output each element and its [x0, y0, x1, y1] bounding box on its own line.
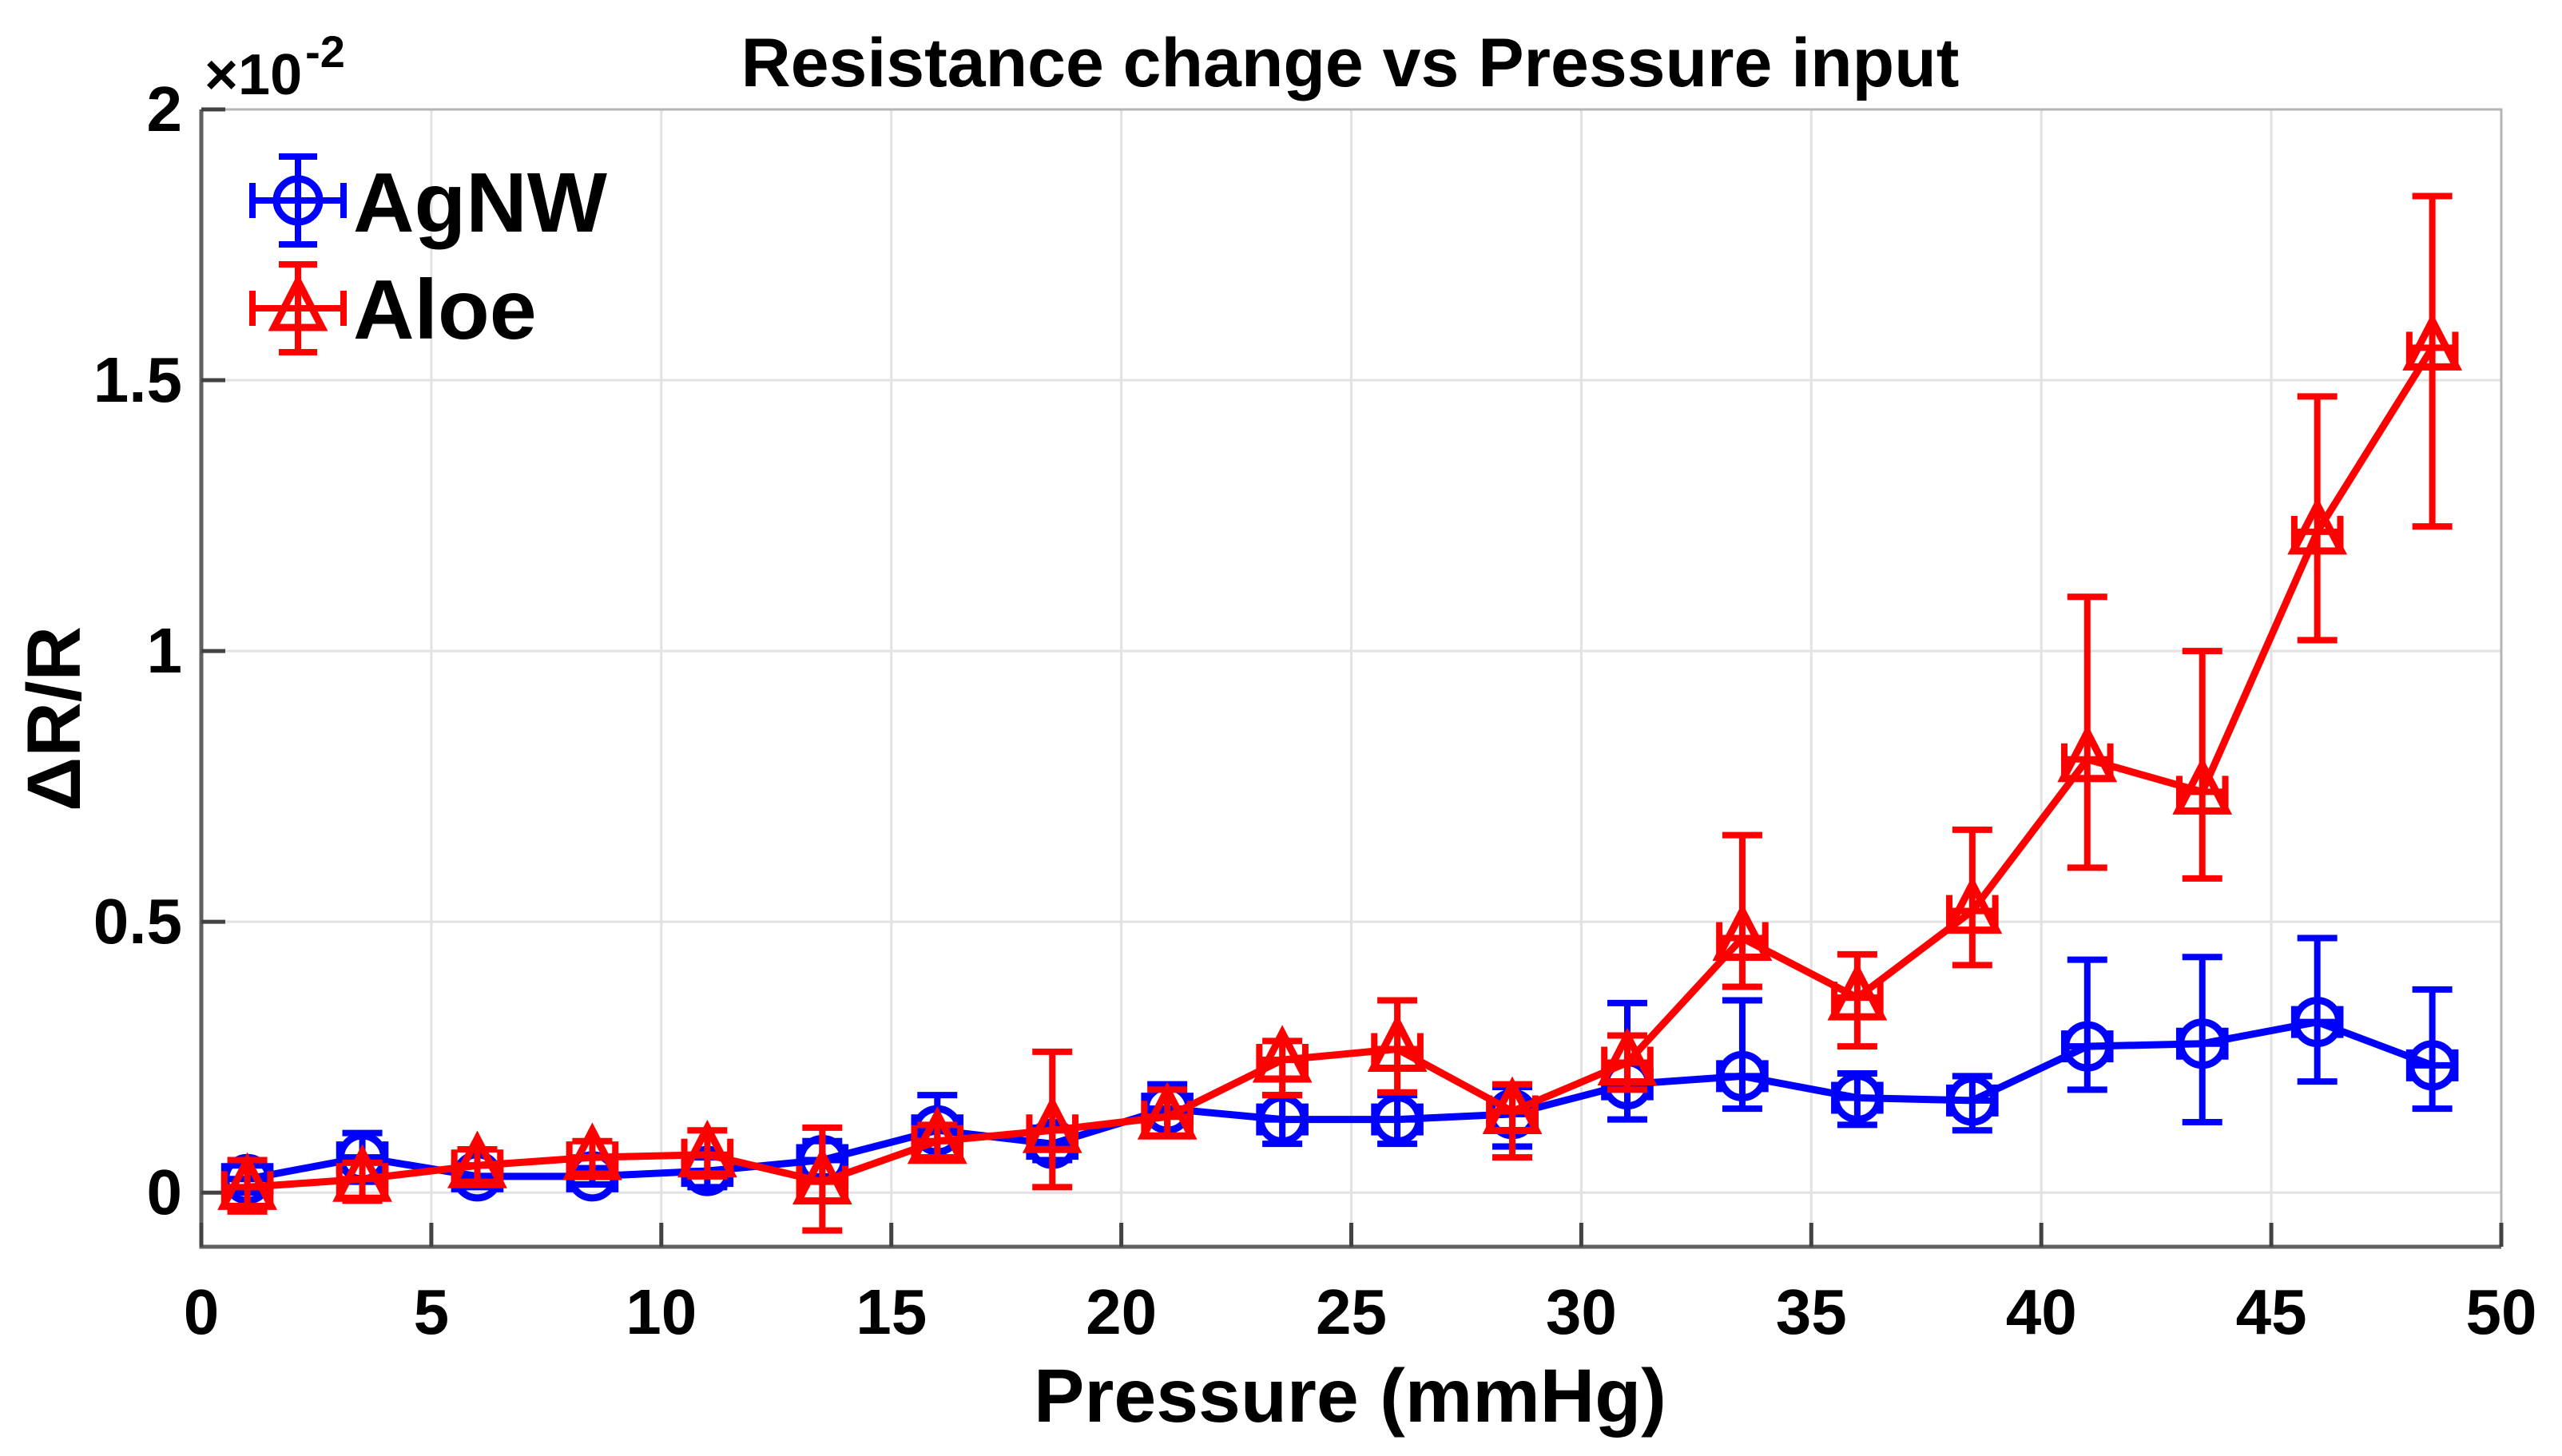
y-tick-label: 0: [147, 1156, 183, 1228]
x-tick-label: 20: [1086, 1276, 1157, 1347]
y-axis-label: ΔR/R: [12, 626, 97, 811]
exponent-superscript: -2: [305, 26, 345, 77]
aloe-marker: [1367, 1014, 1428, 1072]
aloe-marker: [2057, 724, 2118, 783]
agnw-marker: [2177, 1018, 2228, 1069]
y-tick-label: 1.5: [93, 344, 182, 415]
aloe-marker: [1022, 1095, 1082, 1153]
circle-marker-icon: [272, 175, 324, 226]
chart-title: Resistance change vs Pressure input: [741, 25, 1960, 101]
aloe-marker: [1942, 875, 2003, 934]
agnw-marker: [1717, 1050, 1768, 1101]
aloe-line: [247, 345, 2436, 1191]
legend-label-aloe: Aloe: [353, 263, 537, 357]
legend: AgNW Aloe: [249, 153, 607, 357]
legend-item-aloe: Aloe: [249, 261, 537, 357]
legend-label-agnw: AgNW: [353, 156, 607, 250]
x-tick-label: 0: [184, 1276, 220, 1347]
agnw-marker: [2292, 997, 2343, 1048]
plot-area: 0 5 10 15 20 25 30 35 40 45 50 0 0.5 1 1.5 2: [93, 73, 2537, 1347]
aloe-error-bars: [220, 192, 2459, 1234]
exponent-base: ×10: [205, 43, 302, 107]
errorbar-glyph-icon: [249, 261, 347, 355]
x-tick-label: 50: [2466, 1276, 2537, 1347]
y-tick-label: 0.5: [93, 886, 182, 957]
x-axis-label: Pressure (mmHg): [1034, 1354, 1666, 1438]
errorbar-glyph-icon: [249, 153, 347, 248]
agnw-marker: [2407, 1040, 2458, 1091]
aloe-marker: [1827, 962, 1888, 1021]
aloe-marker: [677, 1119, 737, 1178]
x-tick-label: 45: [2236, 1276, 2307, 1347]
aloe-marker: [1482, 1076, 1543, 1134]
aloe-marker: [1137, 1081, 1198, 1140]
aloe-marker: [1712, 903, 1773, 961]
y-tick-label: 2: [147, 73, 183, 145]
aloe-marker: [2402, 312, 2463, 371]
aloe-marker: [332, 1144, 392, 1202]
plot-box: [201, 108, 2503, 1247]
aloe-marker: [792, 1146, 852, 1205]
aloe-marker: [447, 1130, 507, 1188]
triangle-marker-icon: [268, 273, 328, 331]
x-tick-label: 10: [626, 1276, 697, 1347]
x-tick-label: 5: [414, 1276, 450, 1347]
x-tick-label: 35: [1776, 1276, 1847, 1347]
aloe-marker: [1252, 1025, 1313, 1083]
y-tick-label: 1: [147, 615, 183, 686]
x-tick-label: 25: [1316, 1276, 1387, 1347]
x-tick-label: 40: [2006, 1276, 2077, 1347]
agnw-marker: [1372, 1094, 1423, 1145]
aloe-marker: [2287, 497, 2348, 555]
aloe-marker: [217, 1152, 277, 1210]
aloe-marker: [907, 1105, 967, 1164]
x-tick-label: 30: [1546, 1276, 1617, 1347]
legend-item-agnw: AgNW: [249, 153, 607, 250]
aloe-marker: [1597, 1027, 1658, 1085]
agnw-marker: [1832, 1073, 1883, 1124]
aloe-marker: [2172, 756, 2233, 815]
x-tick-label: 15: [856, 1276, 927, 1347]
aloe-marker: [562, 1122, 622, 1180]
grid-lines: [200, 108, 2503, 1247]
agnw-marker: [2062, 1021, 2113, 1072]
tick-marks: [199, 107, 2504, 1247]
y-axis-exponent: ×10-2: [205, 26, 345, 107]
agnw-marker: [1947, 1075, 1998, 1126]
